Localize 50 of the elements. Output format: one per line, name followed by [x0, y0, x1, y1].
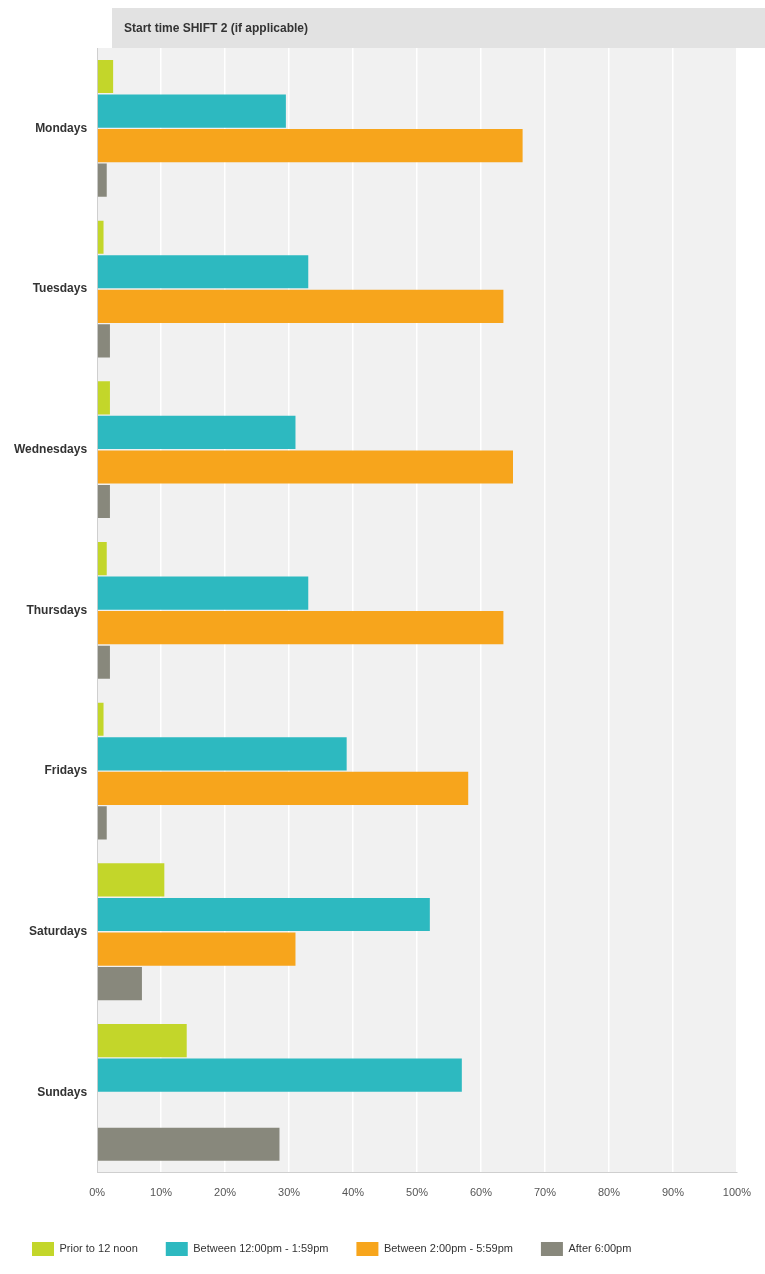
chart-title: Start time SHIFT 2 (if applicable) — [112, 8, 765, 48]
y-tick-label: Thursdays — [26, 602, 88, 617]
x-tick-label: 90% — [661, 1186, 685, 1199]
bar — [97, 59, 114, 94]
bar — [97, 255, 309, 289]
legend-label: Prior to 12 noon — [59, 1242, 138, 1255]
bar — [97, 967, 142, 1001]
x-tick-label: 20% — [214, 1186, 237, 1199]
x-tick-label: 40% — [342, 1186, 365, 1199]
bar — [97, 381, 110, 415]
legend-label: After 6:00pm — [568, 1242, 632, 1255]
y-tick-label: Wednesdays — [13, 442, 88, 457]
bar — [97, 645, 110, 679]
x-tick-label: 30% — [278, 1186, 301, 1199]
bar — [97, 415, 296, 450]
y-tick-label: Fridays — [44, 763, 88, 778]
legend-label: Between 2:00pm - 5:59pm — [383, 1242, 513, 1255]
y-tick-label: Sundays — [37, 1084, 88, 1099]
x-tick-label: 10% — [150, 1186, 173, 1199]
bar — [97, 702, 104, 736]
x-tick-label: 80% — [597, 1186, 621, 1199]
bar — [97, 484, 110, 519]
bar — [97, 1024, 187, 1058]
legend-label: Between 12:00pm - 1:59pm — [193, 1242, 329, 1255]
bar — [97, 324, 110, 358]
bar — [97, 1127, 280, 1161]
bar — [97, 863, 165, 897]
x-tick-label: 0% — [89, 1186, 106, 1199]
bar — [97, 806, 107, 840]
bar — [97, 1058, 462, 1092]
bar — [97, 129, 523, 163]
x-tick-label: 70% — [533, 1186, 557, 1199]
bar — [97, 611, 504, 645]
y-tick-label: Saturdays — [29, 924, 88, 939]
bar — [97, 289, 504, 323]
y-tick-label: Mondays — [35, 120, 88, 135]
bar — [97, 542, 107, 576]
bar — [97, 737, 347, 771]
x-tick-label: 100% — [722, 1186, 752, 1199]
bar — [97, 897, 430, 932]
bar — [97, 576, 309, 610]
bar — [97, 771, 469, 805]
bar — [97, 163, 107, 197]
bar — [97, 94, 286, 128]
x-tick-label: 50% — [406, 1186, 429, 1199]
x-tick-label: 60% — [470, 1186, 493, 1199]
y-tick-label: Tuesdays — [32, 281, 88, 296]
bar — [97, 932, 296, 966]
bar — [97, 450, 514, 484]
bar — [97, 220, 104, 254]
